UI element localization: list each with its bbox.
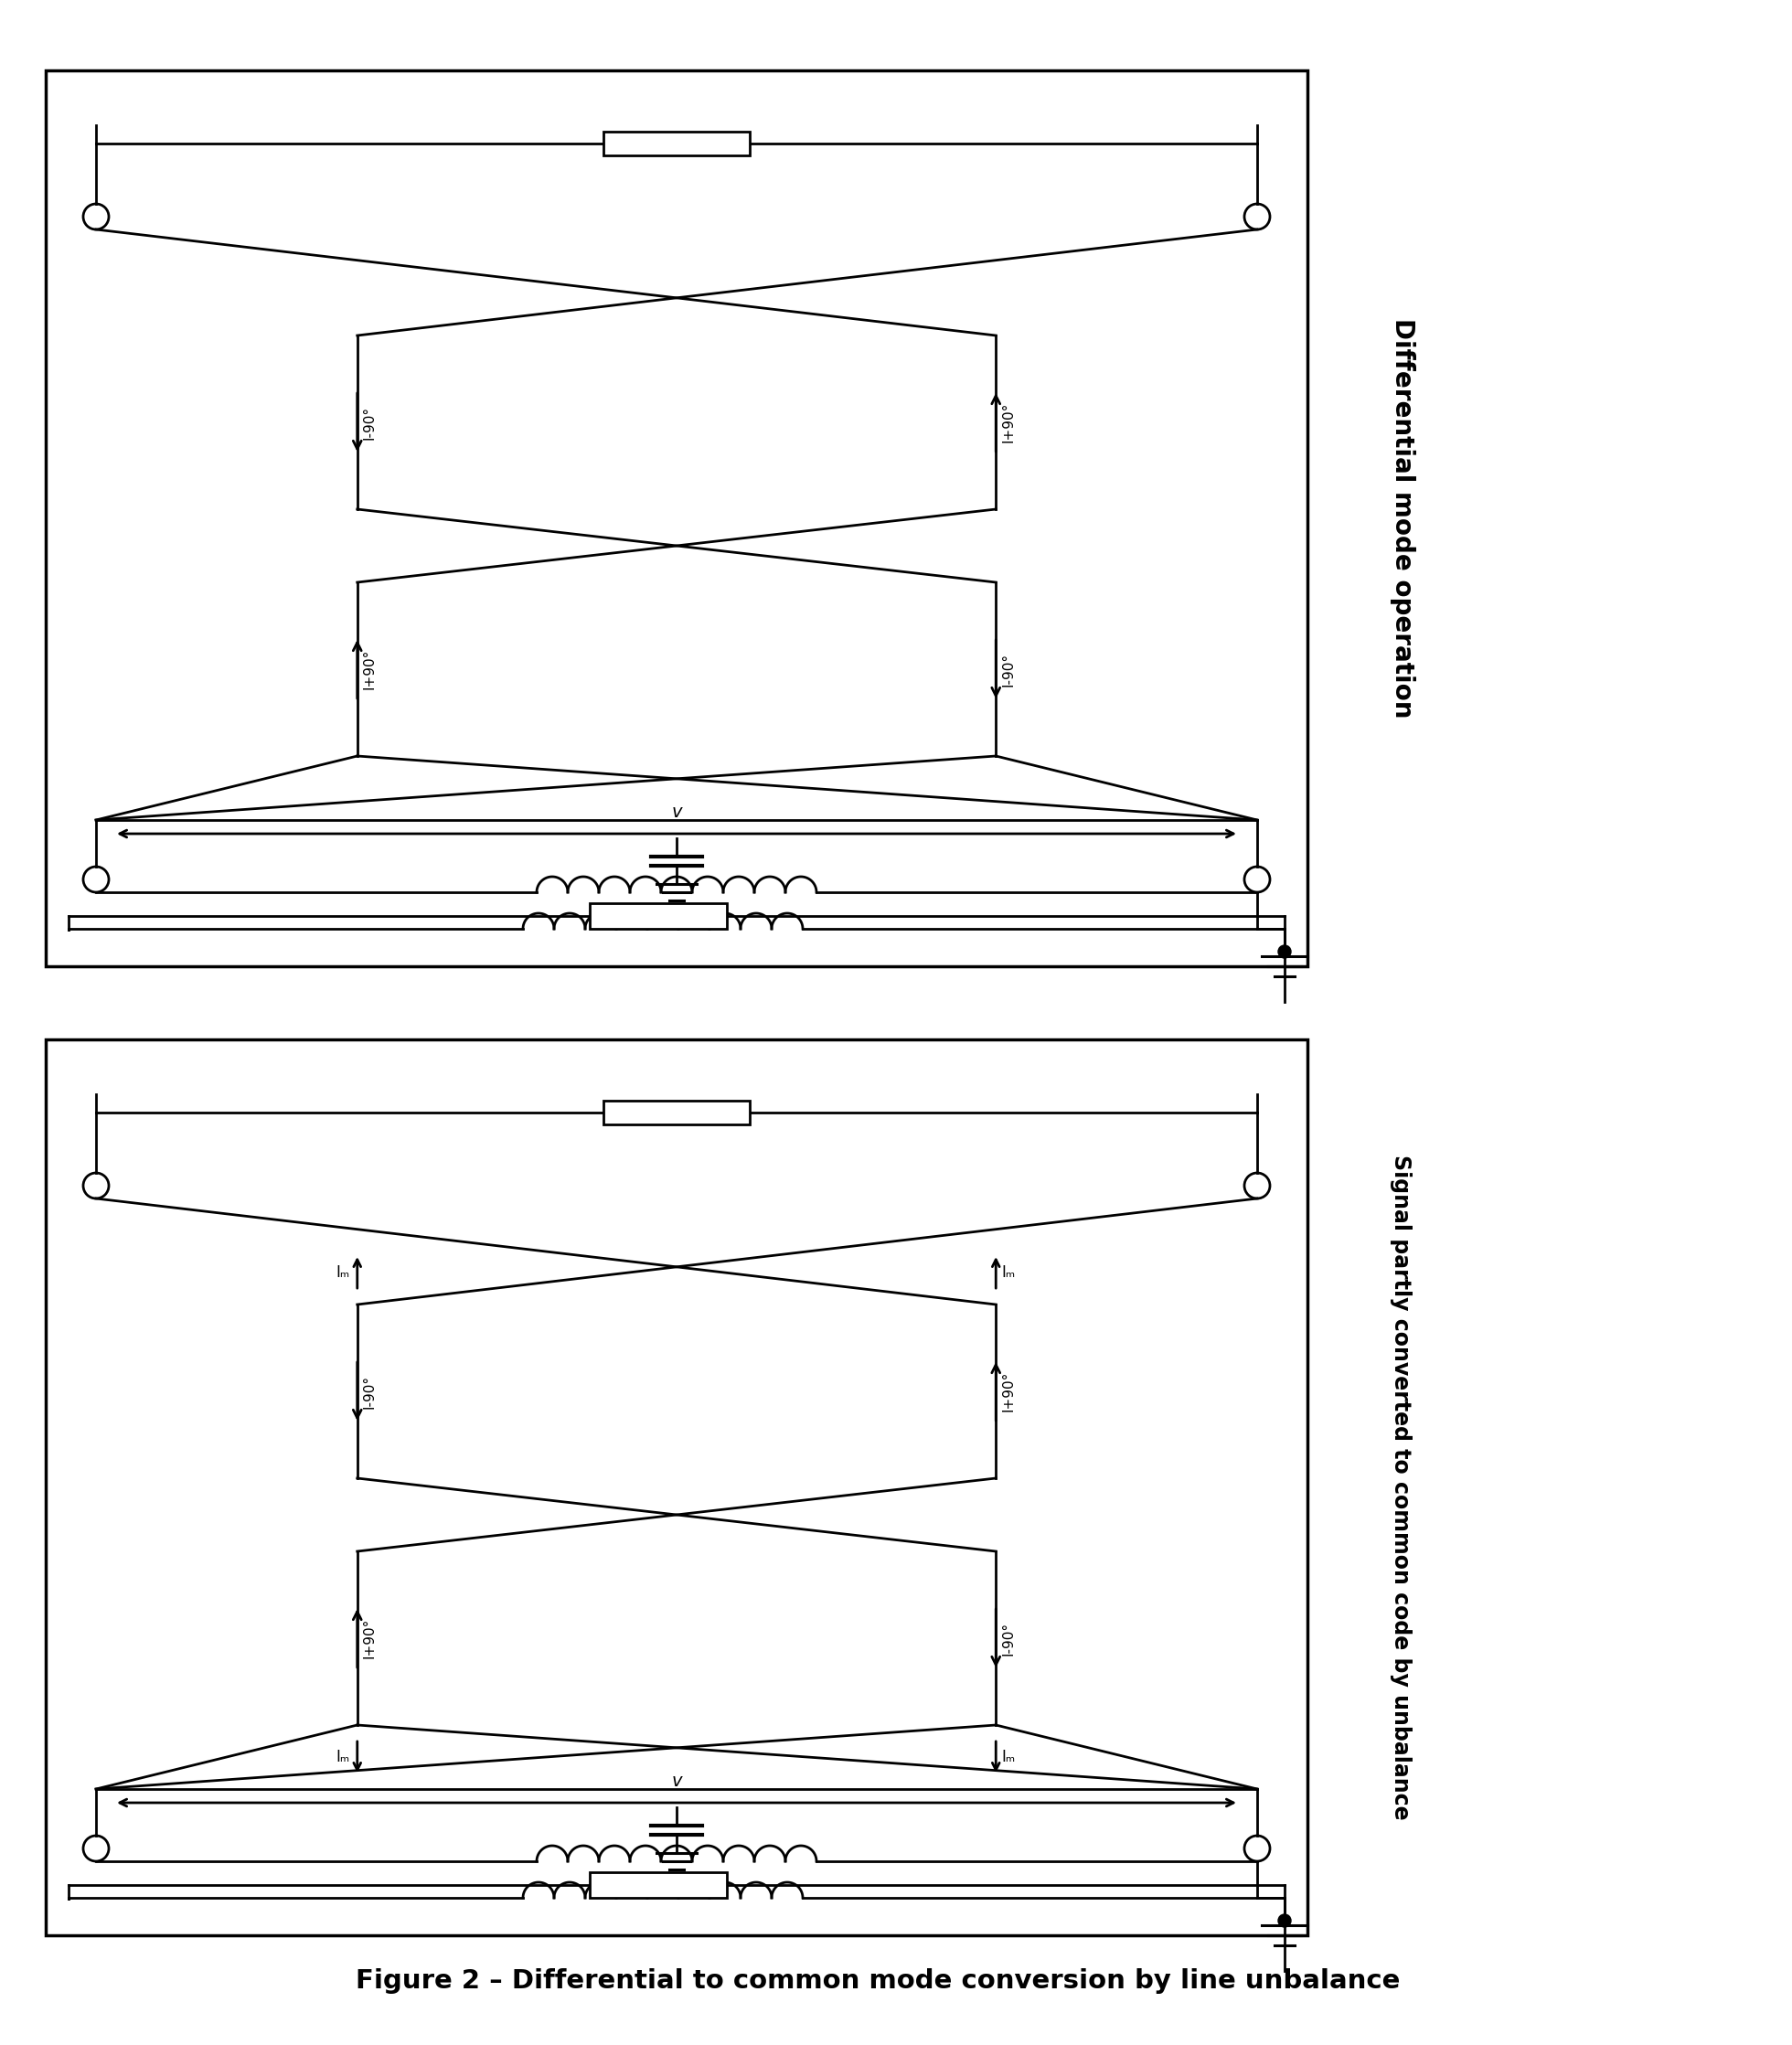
Text: Iₘ: Iₘ (337, 1748, 349, 1765)
Text: I-90°: I-90° (362, 405, 376, 440)
Text: I-90°: I-90° (1002, 1622, 1014, 1654)
Bar (604, 1100, 749, 1125)
Bar (590, 1873, 728, 1898)
Text: v: v (672, 804, 681, 820)
Text: I-90°: I-90° (1002, 652, 1014, 687)
Circle shape (1278, 945, 1290, 957)
Text: Iₘ: Iₘ (1002, 1264, 1016, 1280)
Circle shape (1278, 1914, 1290, 1926)
Text: I+90°: I+90° (1002, 403, 1014, 442)
Bar (590, 904, 728, 928)
Text: Differential mode operation: Differential mode operation (1391, 319, 1416, 718)
Text: I+90°: I+90° (362, 648, 376, 689)
Text: Iₘ: Iₘ (337, 1264, 349, 1280)
Text: Signal partly converted to common code by unbalance: Signal partly converted to common code b… (1391, 1155, 1412, 1820)
Text: Figure 2 – Differential to common mode conversion by line unbalance: Figure 2 – Differential to common mode c… (355, 1967, 1400, 1994)
Text: I+90°: I+90° (1002, 1370, 1014, 1411)
Text: v: v (672, 1773, 681, 1789)
Bar (47, 70, 1308, 967)
Text: I+90°: I+90° (362, 1618, 376, 1658)
Text: Iₘ: Iₘ (1002, 1748, 1016, 1765)
Bar (604, 131, 749, 155)
Bar (47, 1039, 1308, 1935)
Text: I-90°: I-90° (362, 1374, 376, 1409)
